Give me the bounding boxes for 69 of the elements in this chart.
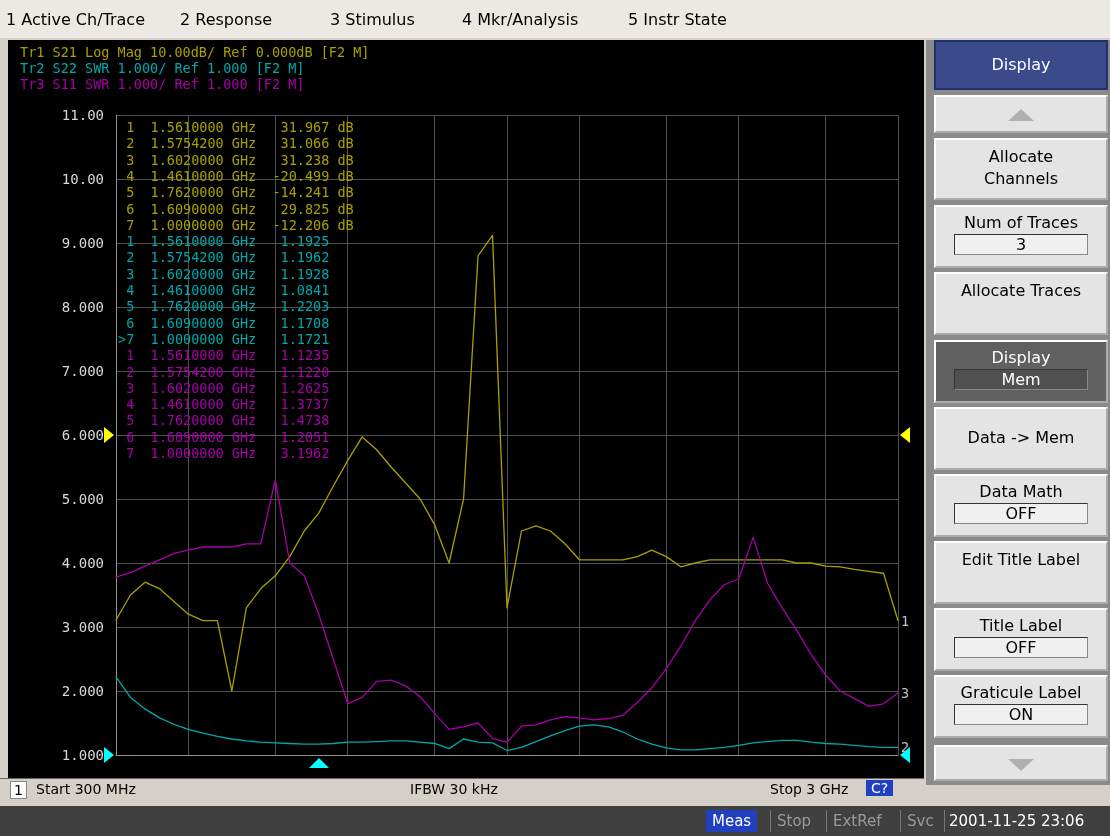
text: 4 Mkr/Analysis — [462, 10, 579, 29]
y-tick-label: 8.000 — [61, 299, 104, 315]
text: ExtRef — [826, 810, 888, 832]
y-tick-label: 11.00 — [61, 107, 104, 123]
line-series — [115, 234, 899, 692]
annotation: 1 1.5610000 GHz 1.1235 — [125, 347, 330, 364]
text: Graticule Label — [959, 682, 1083, 702]
y-tick-label: 10.00 — [61, 171, 104, 187]
annotation: 5 1.7620000 GHz 1.4738 — [125, 412, 330, 429]
text: 3 — [901, 684, 910, 702]
annotation: 1 1.5610000 GHz 1.1925 — [125, 233, 330, 250]
text: Title Label — [978, 615, 1064, 635]
text: OFF — [954, 503, 1088, 524]
y-tick-label: 6.000 — [61, 427, 104, 443]
y-tick-label: 3.000 — [61, 619, 104, 635]
text: 2 Response — [180, 10, 273, 29]
annotation: 4 1.4610000 GHz 1.0841 — [125, 282, 330, 299]
text: 5 Instr State — [628, 10, 727, 29]
y-tick-label: 1.000 — [61, 747, 104, 763]
text: 1 Active Ch/Trace — [6, 10, 145, 29]
annotation: 5 1.7620000 GHz 1.2203 — [125, 298, 330, 315]
y-tick-label: 4.000 — [61, 555, 104, 571]
text: 3 Stimulus — [330, 10, 415, 29]
annotation: 2 1.5754200 GHz 1.1220 — [125, 363, 330, 380]
annotation: 5 1.7620000 GHz -14.241 dB — [125, 184, 354, 201]
y-tick-label: 5.000 — [61, 491, 104, 507]
annotation: 3 1.6020000 GHz 31.238 dB — [125, 151, 354, 168]
annotation: >7 1.0000000 GHz 1.1721 — [118, 330, 330, 348]
text: C? — [866, 780, 894, 796]
text: Display — [990, 347, 1052, 367]
text: Allocate Traces — [959, 280, 1083, 302]
text: Stop 3 GHz — [770, 781, 849, 797]
annotation: 6 1.6090000 GHz 29.825 dB — [125, 200, 354, 217]
text: Data -> Mem — [966, 427, 1076, 449]
annotation: 3 1.6020000 GHz 1.2625 — [125, 379, 330, 397]
annotation: 3 1.6020000 GHz 1.1928 — [125, 265, 330, 282]
y-tick-label: 2.000 — [61, 683, 104, 699]
annotation: 1 1.5610000 GHz 31.967 dB — [125, 119, 354, 136]
text: Allocate Channels — [983, 146, 1059, 190]
text: Tr1 S21 Log Mag 10.00dB/ Ref 0.000dB [F2 M] — [20, 44, 370, 61]
annotation: 2 1.5754200 GHz 1.1962 — [125, 249, 330, 266]
text: Data Math — [978, 481, 1064, 501]
text: Svc — [900, 810, 940, 832]
text: Meas — [706, 810, 758, 832]
y-tick-label: 9.000 — [61, 235, 104, 251]
text: Tr2 S22 SWR 1.000/ Ref 1.000 [F2 M] — [20, 60, 305, 77]
text: 1 — [901, 612, 910, 629]
annotation: 6 1.6090000 GHz 1.1708 — [125, 314, 330, 331]
annotation: 6 1.6090000 GHz 1.2051 — [125, 428, 330, 445]
text: OFF — [954, 637, 1088, 658]
text: 3 — [954, 234, 1088, 255]
text: Tr3 S11 SWR 1.000/ Ref 1.000 [F2 M] — [20, 76, 305, 93]
annotation: 7 1.0000000 GHz 3.1962 — [125, 445, 330, 462]
y-tick-label: 7.000 — [61, 363, 104, 379]
line-series — [115, 479, 899, 743]
text: Num of Traces — [962, 212, 1080, 232]
text: 1 — [10, 781, 27, 799]
text: Display — [936, 42, 1106, 88]
annotation: 2 1.5754200 GHz 31.066 dB — [125, 135, 354, 152]
text: Start 300 MHz — [36, 781, 136, 797]
text: Stop — [770, 810, 818, 832]
text: 2001-11-25 23:06 — [944, 810, 1089, 832]
text: ON — [954, 704, 1088, 725]
text: IFBW 30 kHz — [410, 781, 498, 797]
annotation: 4 1.4610000 GHz 1.3737 — [125, 396, 330, 413]
text: Edit Title Label — [960, 549, 1082, 571]
annotation: 4 1.4610000 GHz -20.499 dB — [125, 167, 354, 185]
text: Mem — [954, 369, 1088, 390]
annotation: 7 1.0000000 GHz -12.206 dB — [125, 216, 354, 234]
